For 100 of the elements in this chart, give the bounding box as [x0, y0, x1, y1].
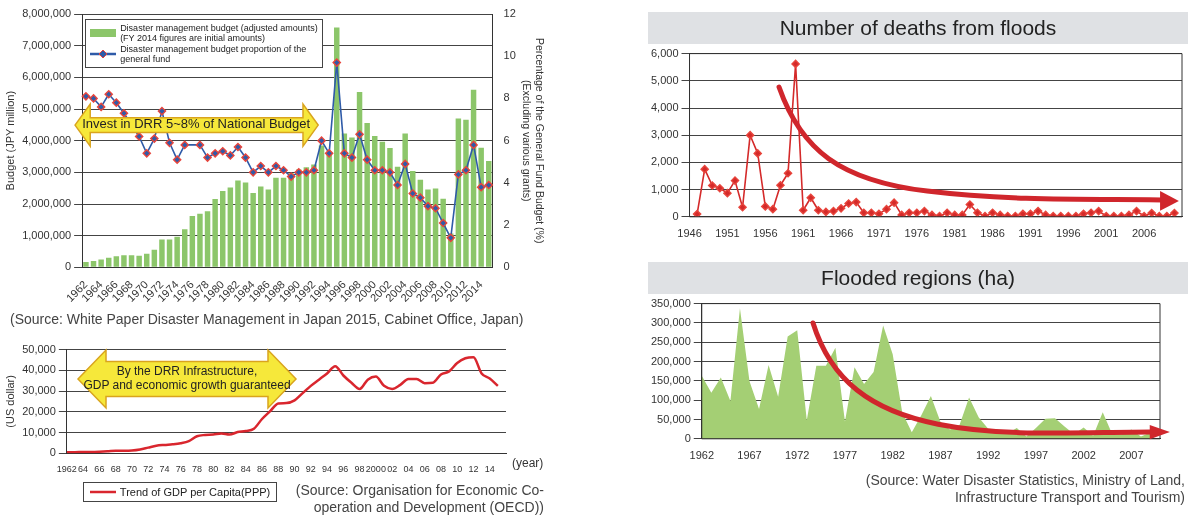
x-tick-label: 1971 [866, 227, 892, 240]
bar [258, 186, 264, 267]
bar [182, 229, 188, 267]
point [165, 138, 174, 148]
y-tick-label: 1,000 [651, 182, 679, 195]
point [172, 155, 182, 164]
point [484, 180, 494, 190]
x-tick-label: 72 [143, 464, 154, 475]
point [112, 98, 121, 107]
x-tick-label: 1966 [828, 227, 854, 240]
y-tick-label: 6,000,000 [22, 70, 72, 83]
bar [189, 216, 196, 267]
point [226, 151, 235, 160]
y-tick-label: 5,000,000 [22, 102, 72, 115]
y-tick-label: 200,000 [651, 354, 691, 367]
bar [273, 177, 279, 267]
y-tick-label: 250,000 [651, 335, 691, 348]
point [195, 140, 205, 150]
bar [113, 256, 120, 267]
x-tick-label: 1962 [689, 449, 714, 462]
point [476, 182, 486, 192]
point [454, 170, 463, 179]
point [400, 159, 410, 169]
point [233, 142, 243, 152]
x-tick-label: 88 [273, 464, 284, 475]
y-tick-label: 4,000 [651, 101, 679, 114]
y2-tick-label: 4 [503, 175, 510, 188]
legend-label: Disaster management budget (adjusted amounts) (FY 2014 figures are initial amounts) [120, 23, 318, 43]
y-tick-label: 2,000 [651, 155, 679, 168]
x-tick-label: 1977 [832, 449, 858, 462]
bar [144, 253, 150, 267]
y-tick-label: 4,000,000 [22, 133, 72, 146]
annotation: By the DRR Infrastructure, GDP and economic growth guaranteed [83, 363, 291, 394]
y-tick-label: 30,000 [22, 384, 56, 397]
y2-tick-label: 2 [503, 218, 510, 231]
point [378, 165, 387, 175]
x-tick-label: 86 [257, 464, 268, 475]
bar [280, 177, 287, 267]
x-tick-label: 1946 [677, 227, 702, 240]
bar [197, 213, 203, 267]
bar [250, 192, 256, 267]
bar [349, 137, 355, 267]
bar [128, 255, 135, 267]
point [385, 168, 395, 177]
y-tick-label: 2,000,000 [22, 197, 72, 210]
point [142, 149, 152, 158]
bar [83, 261, 89, 267]
point [423, 201, 433, 211]
point [203, 153, 212, 162]
point [104, 89, 114, 99]
text: (Source: White Paper Disaster Management in Japan 2015, Cabinet Office, Japan) [10, 311, 525, 328]
bar [212, 198, 218, 267]
chart-title: Flooded regions (ha) [648, 262, 1188, 294]
x-tick-label: 2000 [365, 464, 386, 475]
y-tick-label: 6,000 [651, 46, 679, 59]
x-axis-title: (year) [512, 456, 544, 471]
y-tick-label: 0 [65, 260, 72, 273]
line-series [66, 356, 500, 454]
point [362, 155, 372, 164]
x-tick-label: 06 [419, 464, 430, 475]
point [416, 193, 425, 202]
y2-axis-title: Percentage of the General Fund Budget (%) (Excluding various grants) [521, 37, 546, 244]
bar [326, 154, 332, 267]
x-tick-label: 68 [110, 464, 121, 475]
chart-title: Number of deaths from floods [648, 12, 1188, 44]
bar [265, 189, 272, 267]
point [355, 130, 364, 139]
x-tick-label: 92 [305, 464, 316, 475]
x-tick-label: 1961 [790, 227, 816, 240]
y-tick-label: 7,000,000 [22, 38, 72, 51]
bar [204, 211, 211, 267]
x-tick-label: 80 [208, 464, 219, 475]
point [248, 168, 258, 177]
y-tick-label: 3,000,000 [22, 165, 72, 178]
y2-tick-label: 0 [503, 260, 510, 273]
x-tick-label: 1981 [942, 227, 967, 240]
point [317, 136, 326, 145]
bar [478, 147, 484, 267]
point [461, 165, 471, 175]
x-tick-label: 1956 [753, 227, 778, 240]
text: (Source: Organisation for Economic Co-operation and Development (OECD)) [295, 482, 544, 515]
point [271, 161, 281, 171]
x-tick-label: 1951 [715, 227, 740, 240]
x-tick-label: 1992 [975, 449, 1001, 462]
x-tick-label: 90 [289, 464, 300, 475]
bar [235, 180, 241, 267]
x-tick-label: 1976 [904, 227, 930, 240]
point [302, 168, 311, 177]
point [446, 233, 456, 243]
x-tick-label: 2002 [1071, 449, 1096, 462]
y-tick-label: 5,000 [651, 73, 679, 86]
point [134, 132, 144, 141]
x-tick-label: 1986 [980, 227, 1005, 240]
x-tick-label: 82 [224, 464, 235, 475]
x-tick-label: 2006 [1131, 227, 1157, 240]
y-tick-label: 1,000,000 [22, 228, 72, 241]
point [180, 140, 190, 150]
bar [288, 173, 294, 267]
y-axis-title: Budget (JPY million) [3, 90, 16, 191]
x-tick-label: 04 [403, 464, 414, 475]
